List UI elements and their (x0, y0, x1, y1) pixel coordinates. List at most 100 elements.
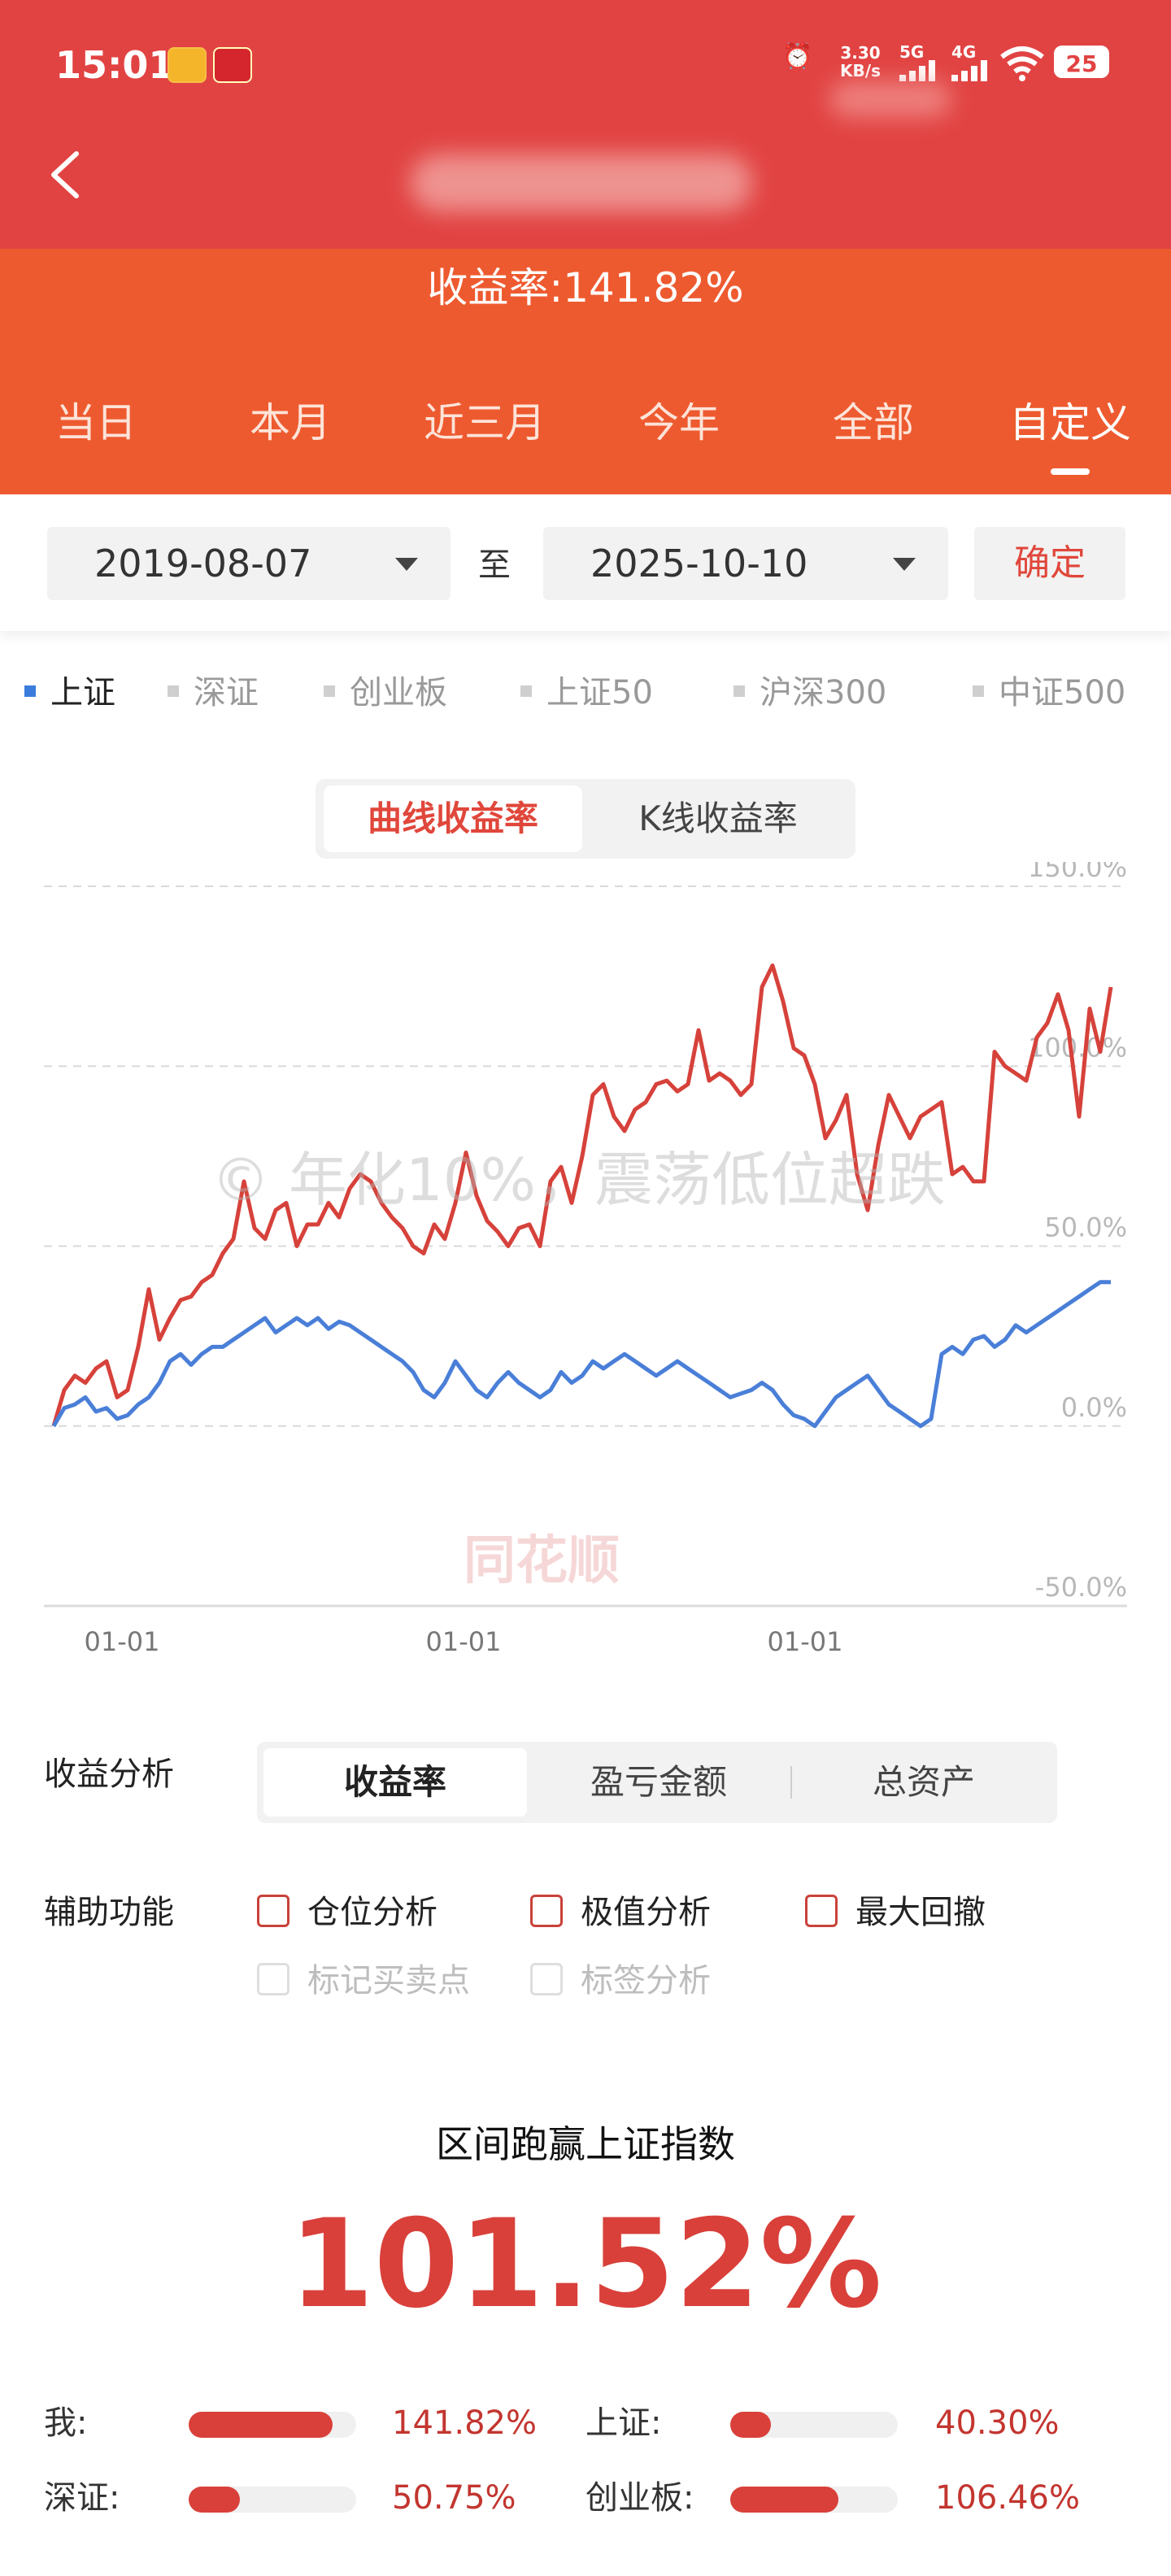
checkbox-icon (257, 1963, 289, 1995)
x-tick-label: 01-01 (768, 1626, 843, 1657)
curve-yield-button[interactable]: 曲线收益率 (324, 785, 582, 852)
checkbox-label: 极值分析 (581, 1894, 711, 1931)
compare-value-shanghai: 40.30% (935, 2404, 1060, 2442)
top-app-bar (0, 0, 1171, 249)
wifi-icon (1000, 46, 1044, 81)
compare-name-shenzhen: 深证: (44, 2479, 120, 2517)
index-label: 上证 (50, 674, 115, 711)
chevron-down-icon (893, 558, 916, 571)
yield-header (0, 249, 1171, 494)
index-option-shenzhen[interactable]: 深证 (168, 668, 259, 717)
legend-marker (973, 685, 984, 697)
index-option-chinext[interactable]: 创业板 (324, 668, 447, 717)
y-tick-label: -50.0% (1035, 1572, 1127, 1603)
date-range-separator: 至 (478, 546, 511, 584)
extreme-analysis-checkbox[interactable]: 极值分析 (530, 1888, 711, 1937)
confirm-button[interactable]: 确定 (974, 527, 1125, 600)
app-notification-icon (168, 47, 207, 83)
y-tick-label: 0.0% (1061, 1392, 1127, 1423)
tag-analysis-checkbox: 标签分析 (530, 1956, 711, 2005)
tab-all[interactable]: 全部 (833, 399, 914, 446)
start-date-select[interactable]: 2019-08-07 (47, 527, 451, 600)
signal-bars-2-icon (951, 60, 987, 81)
legend-marker (734, 685, 745, 697)
y-tick-label: 100.0% (1028, 1032, 1127, 1063)
checkbox-icon (805, 1895, 838, 1927)
index-label: 中证500 (999, 674, 1126, 711)
legend-marker (168, 685, 179, 697)
compare-bar-chinext (730, 2487, 898, 2513)
index-option-csi500[interactable]: 中证500 (973, 668, 1125, 717)
compare-name-me: 我: (44, 2404, 88, 2442)
signal-5g-label: 5G (899, 42, 925, 62)
position-analysis-checkbox[interactable]: 仓位分析 (257, 1888, 437, 1937)
compare-bar-fill (730, 2412, 772, 2438)
tab-custom[interactable]: 自定义 (1009, 399, 1131, 446)
start-date-value: 2019-08-07 (94, 542, 312, 585)
y-tick-label: 50.0% (1044, 1212, 1127, 1243)
stock-app-notification-icon (213, 47, 252, 83)
checkbox-label: 仓位分析 (307, 1894, 437, 1931)
yield-analysis-label: 收益分析 (44, 1756, 174, 1793)
tab-this-year[interactable]: 今年 (638, 399, 720, 446)
end-date-select[interactable]: 2025-10-10 (543, 527, 948, 600)
compare-name-shanghai: 上证: (586, 2404, 662, 2442)
battery-indicator: 25 (1054, 46, 1109, 78)
x-tick-label: 01-01 (426, 1626, 502, 1657)
series-line-index (51, 1280, 1111, 1429)
segment-divider (790, 1766, 792, 1799)
yield-chart[interactable]: 150.0% 100.0% 50.0% 0.0% -50.0% 01-01 01-01 01-… (0, 862, 1171, 1667)
network-speed: 3.30 KB/s (840, 43, 881, 80)
compare-value-shenzhen: 50.75% (392, 2479, 516, 2517)
checkbox-label: 标签分析 (581, 1962, 711, 1999)
chart-watermark: © 年化10%，震荡低位超跌 (211, 1146, 946, 1214)
index-option-shanghai[interactable]: 上证 (24, 668, 115, 717)
series-line-portfolio (51, 963, 1113, 1427)
compare-bar-me (189, 2412, 356, 2438)
back-arrow-icon[interactable] (49, 150, 81, 199)
tab-this-month[interactable]: 本月 (250, 399, 331, 446)
compare-bar-shenzhen (189, 2487, 356, 2513)
compare-name-chinext: 创业板: (586, 2479, 694, 2517)
aux-functions-label: 辅助功能 (44, 1894, 174, 1931)
end-date-value: 2025-10-10 (590, 542, 808, 585)
tab-today[interactable]: 当日 (55, 399, 137, 446)
status-time: 15:01 (55, 43, 175, 87)
signal-bars-icon (899, 60, 935, 81)
compare-bar-shanghai (730, 2412, 898, 2438)
checkbox-icon (257, 1895, 289, 1927)
y-tick-label: 150.0% (1028, 862, 1127, 883)
index-label: 沪深300 (760, 674, 887, 711)
beat-index-value: 101.52% (289, 2194, 882, 2335)
x-tick-label: 01-01 (85, 1626, 160, 1657)
tab-last-three-months[interactable]: 近三月 (424, 399, 546, 446)
blurred-title-fragment (829, 81, 951, 117)
analysis-option-pnl[interactable]: 盈亏金额 (590, 1762, 727, 1802)
active-tab-indicator (1051, 468, 1090, 475)
max-drawdown-checkbox[interactable]: 最大回撤 (805, 1888, 986, 1937)
blurred-title (411, 154, 752, 211)
analysis-option-yield[interactable]: 收益率 (263, 1748, 527, 1817)
analysis-option-assets[interactable]: 总资产 (872, 1762, 975, 1802)
index-label: 上证50 (546, 674, 653, 711)
signal-4g-label: 4G (951, 42, 977, 62)
chevron-down-icon (395, 558, 418, 571)
compare-bar-fill (189, 2412, 333, 2438)
index-option-sse50[interactable]: 上证50 (520, 668, 653, 717)
mark-trades-checkbox: 标记买卖点 (257, 1956, 470, 2005)
index-label: 深证 (194, 674, 259, 711)
checkbox-label: 最大回撤 (855, 1894, 986, 1931)
index-label: 创业板 (350, 674, 447, 711)
compare-bar-fill (730, 2487, 838, 2513)
compare-value-chinext: 106.46% (935, 2479, 1080, 2517)
compare-bar-fill (189, 2487, 241, 2513)
checkbox-label: 标记买卖点 (307, 1962, 470, 1999)
legend-marker (324, 685, 335, 697)
legend-marker (24, 685, 36, 697)
alarm-icon: ⏰ (782, 42, 813, 71)
beat-index-label: 区间跑赢上证指数 (436, 2122, 735, 2166)
kline-yield-button[interactable]: K线收益率 (638, 798, 798, 838)
index-option-csi300[interactable]: 沪深300 (734, 668, 886, 717)
yield-rate: 收益率:141.82% (427, 264, 744, 311)
checkbox-icon (530, 1963, 563, 1995)
